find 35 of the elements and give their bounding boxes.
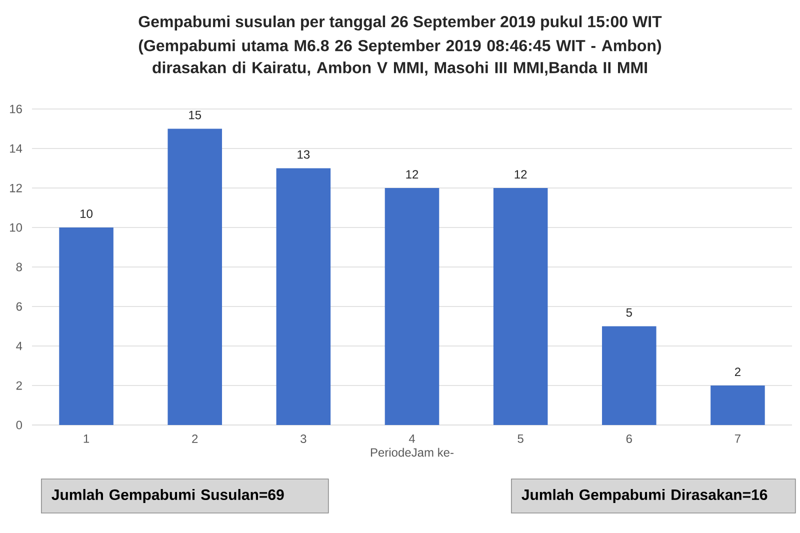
text: Jumlah Gempabumi Dirasakan=16: [522, 489, 768, 503]
bar: [602, 326, 656, 425]
x-tick-label: 2: [192, 434, 198, 443]
data-label: 15: [189, 110, 202, 120]
data-label: 10: [80, 209, 92, 218]
data-label: 12: [514, 170, 527, 178]
chart-subtitle: (Gempabumi utama M6.8 26 September 2019 08:46:45 WIT - Ambon) dirasakan di Kairatu, Ambon V MMI, Masohi III MMI,Banda II MMI: [138, 40, 662, 76]
data-label: 12: [406, 170, 418, 178]
y-tick-label: 0: [16, 420, 22, 430]
x-tick-label: 6: [626, 434, 632, 444]
y-tick-label: 6: [16, 302, 22, 311]
x-axis-title: PeriodeJam ke-: [370, 448, 454, 457]
bar: [710, 386, 765, 425]
x-tick-label: 7: [734, 434, 740, 443]
x-tick-label: 5: [518, 434, 524, 443]
data-label: 5: [626, 308, 632, 317]
y-tick-label: 10: [10, 223, 22, 232]
bar: [276, 168, 331, 425]
y-tick-label: 4: [16, 342, 22, 350]
y-tick-label: 8: [16, 262, 22, 272]
y-tick-label: 16: [10, 104, 22, 114]
bar: [384, 188, 440, 425]
y-tick-label: 14: [10, 144, 22, 153]
text: Jumlah Gempabumi Susulan=69: [52, 489, 284, 503]
y-tick-label: 12: [10, 184, 22, 192]
bar: [168, 128, 222, 425]
bar: [59, 228, 114, 425]
x-tick-label: 3: [300, 434, 306, 444]
y-tick-label: 2: [16, 381, 22, 390]
x-tick-label: 1: [84, 434, 90, 443]
data-label: 2: [734, 368, 740, 376]
bar: [493, 188, 548, 425]
data-label: 13: [298, 150, 310, 159]
x-tick-label: 4: [408, 434, 415, 443]
chart-title: Gempabumi susulan per tanggal 26 September 2019 pukul 15:00 WIT: [138, 16, 662, 31]
